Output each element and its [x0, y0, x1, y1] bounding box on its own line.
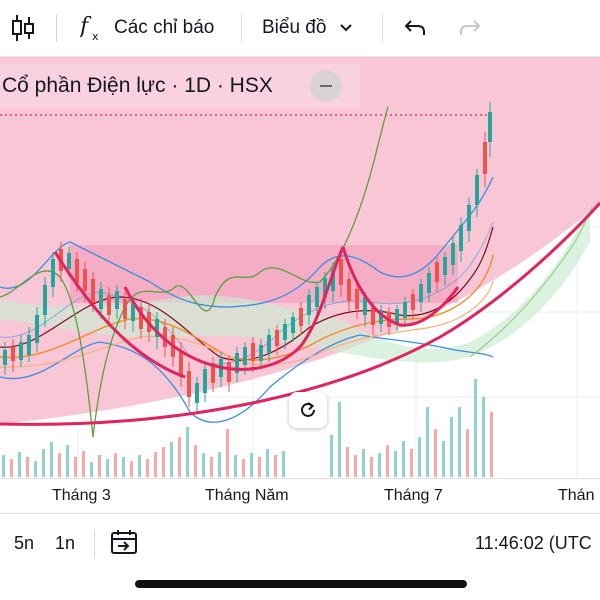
toolbar-divider [241, 14, 242, 42]
chart-type-label: Biểu đồ [262, 17, 327, 38]
bottom-toolbar: 5n 1n 11:46:02 (UTC [0, 513, 600, 574]
cup-bottom-curve [123, 246, 345, 371]
price-candles [3, 102, 492, 412]
base-curve [0, 201, 600, 426]
clock-readout[interactable]: 11:46:02 (UTC [475, 533, 592, 553]
svg-text:f: f [80, 14, 92, 39]
bollinger-mid [0, 221, 494, 365]
bottom-divider [94, 530, 95, 558]
range-5d-button[interactable]: 5n [14, 533, 35, 553]
collapse-legend-button[interactable] [310, 70, 342, 102]
function-fx-icon: f x [80, 14, 99, 43]
undo-button[interactable] [403, 0, 427, 56]
top-toolbar: f x Các chỉ báo Biểu đồ [0, 0, 600, 57]
ma-orange [0, 254, 494, 361]
time-axis[interactable]: Tháng 3 Tháng Năm Tháng 7 Thán [0, 478, 600, 513]
volume-bars [2, 379, 493, 477]
chevron-down-icon [340, 24, 353, 32]
toolbar-divider [382, 14, 383, 42]
toolbar-divider [56, 14, 57, 42]
range-1d-button[interactable]: 1n [55, 533, 76, 553]
home-indicator[interactable] [135, 580, 467, 588]
svg-text:x: x [92, 30, 99, 43]
reset-chart-button[interactable] [289, 392, 327, 428]
redo-icon [460, 20, 481, 35]
redo-button[interactable] [458, 0, 482, 56]
x-tick-label: Tháng 7 [384, 487, 443, 504]
chart-legend[interactable]: Cổ phần Điện lực · 1D · HSX [0, 64, 360, 108]
minus-icon [320, 85, 332, 87]
x-tick-label: Tháng 3 [52, 487, 111, 504]
indicators-button[interactable]: f x Các chỉ báo [80, 0, 214, 56]
cup-left-curve [53, 251, 186, 379]
go-to-date-button[interactable] [110, 529, 140, 562]
undo-icon [404, 20, 425, 35]
ma-light-orange [0, 280, 494, 368]
chart-type-button[interactable]: Biểu đồ [262, 0, 354, 56]
indicators-label: Các chỉ báo [114, 17, 215, 38]
refresh-icon [301, 402, 315, 417]
price-chart[interactable] [0, 57, 600, 477]
symbol-title: Cổ phần Điện lực · 1D · HSX [2, 74, 273, 97]
cup-pattern-fill [0, 57, 600, 424]
chart-svg [0, 57, 600, 477]
calendar-goto-icon [111, 530, 137, 554]
x-tick-label: Thán [558, 487, 595, 504]
bollinger-upper [0, 176, 494, 308]
x-tick-label: Tháng Năm [205, 487, 289, 504]
candlestick-icon[interactable] [10, 0, 36, 56]
handle-curve [341, 246, 460, 327]
